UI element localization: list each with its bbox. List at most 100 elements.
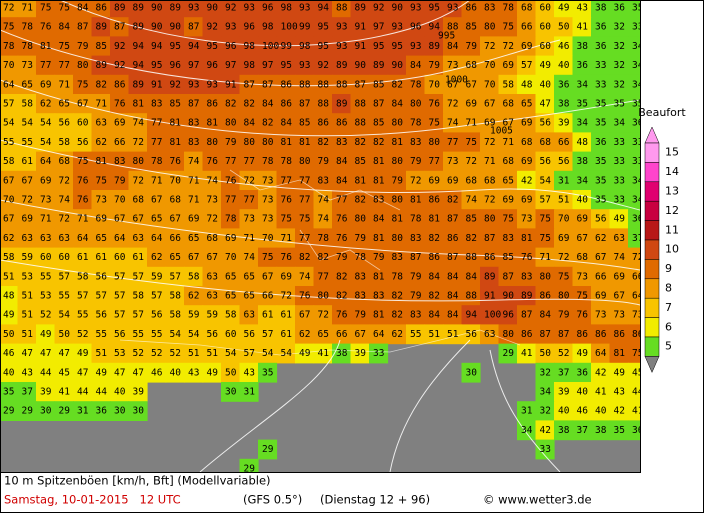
wind-cell — [221, 170, 241, 191]
wind-cell — [36, 0, 56, 18]
wind-value: 33 — [614, 195, 625, 206]
wind-cell — [147, 55, 167, 76]
wind-cell — [350, 190, 370, 210]
wind-value: 67 — [466, 79, 477, 90]
wind-value: 90 — [170, 22, 182, 33]
wind-value: 56 — [540, 156, 552, 167]
wind-cell — [17, 209, 37, 229]
wind-value: 86 — [281, 79, 293, 90]
wind-cell — [628, 74, 640, 95]
wind-value: 72 — [558, 252, 569, 263]
wind-cell — [239, 74, 259, 95]
wind-cell — [369, 305, 389, 325]
wind-value: 86 — [336, 118, 348, 129]
wind-cell — [295, 94, 315, 114]
wind-value: 92 — [114, 60, 125, 71]
wind-value: 75 — [40, 3, 51, 14]
wind-cell — [54, 343, 74, 364]
wind-cell — [498, 343, 518, 364]
wind-cell — [54, 113, 74, 133]
wind-value: 81 — [299, 137, 311, 148]
wind-value: 75 — [59, 41, 70, 52]
wind-value: 55 — [3, 137, 14, 148]
wind-cell — [591, 0, 611, 18]
wind-value: 98 — [299, 41, 311, 52]
wind-cell — [239, 0, 259, 18]
wind-value: 56 — [207, 329, 219, 340]
wind-cell — [128, 382, 148, 402]
wind-value: 87 — [503, 271, 514, 282]
wind-cell — [184, 132, 204, 153]
wind-cell — [350, 151, 370, 172]
wind-cell — [91, 401, 111, 421]
wind-value: 77 — [299, 195, 310, 206]
wind-value: 84 — [244, 118, 256, 129]
legend-label: 5 — [665, 340, 672, 353]
wind-cell — [54, 132, 74, 153]
isobars — [0, 0, 640, 472]
wind-cell — [184, 74, 204, 95]
wind-cell — [572, 132, 592, 153]
wind-cell — [424, 0, 444, 18]
wind-cell — [554, 420, 574, 441]
wind-value: 63 — [207, 271, 218, 282]
wind-cell — [424, 190, 444, 210]
wind-value: 71 — [151, 175, 163, 186]
wind-cell — [313, 190, 333, 210]
wind-value: 93 — [392, 22, 403, 33]
wind-cell — [535, 36, 555, 57]
wind-value: 93 — [336, 41, 347, 52]
wind-value: 49 — [40, 329, 52, 340]
wind-cell — [628, 420, 640, 441]
wind-cell — [387, 36, 407, 57]
wind-cell — [36, 170, 56, 191]
wind-cell — [17, 113, 37, 133]
wind-cell — [350, 228, 370, 249]
wind-value: 72 — [447, 99, 458, 110]
wind-cell — [424, 170, 444, 191]
wind-cell — [128, 170, 148, 191]
wind-cell — [17, 382, 37, 402]
wind-cell — [628, 0, 640, 18]
wind-value: 57 — [59, 271, 70, 282]
wind-cell — [91, 343, 111, 364]
isobar-label: 1000 — [445, 75, 468, 86]
wind-value: 57 — [540, 195, 551, 206]
wind-value: 75 — [503, 22, 514, 33]
wind-value: 59 — [151, 271, 163, 282]
wind-value: 82 — [429, 233, 440, 244]
wind-cell — [36, 209, 56, 229]
wind-value: 40 — [170, 367, 182, 378]
wind-value: 72 — [207, 214, 218, 225]
wind-value: 98 — [262, 22, 274, 33]
wind-cell — [73, 343, 93, 364]
wind-value: 73 — [577, 271, 588, 282]
wind-cell — [572, 113, 592, 133]
wind-cell — [369, 55, 389, 76]
wind-value: 69 — [614, 271, 626, 282]
wind-cell — [554, 74, 574, 95]
wind-cell — [591, 151, 611, 172]
wind-cell — [517, 0, 537, 18]
wind-cell — [572, 0, 592, 18]
wind-value: 51 — [558, 195, 570, 206]
wind-value: 86 — [484, 252, 496, 263]
wind-cell — [110, 343, 130, 364]
wind-value: 79 — [410, 156, 422, 167]
wind-cell — [332, 247, 352, 268]
wind-value: 94 — [133, 60, 145, 71]
wind-cell — [332, 94, 352, 114]
wind-cell — [295, 55, 315, 76]
wind-value: 35 — [595, 99, 606, 110]
footer: 10 m Spitzenböen [km/h, Bft] (Modellvari… — [4, 474, 592, 507]
wind-value: 77 — [244, 195, 255, 206]
wind-value: 74 — [318, 214, 330, 225]
wind-cell — [0, 190, 19, 210]
wind-cell — [591, 362, 611, 383]
wind-cell — [110, 382, 130, 402]
wind-cell — [202, 36, 222, 57]
wind-value: 39 — [558, 387, 570, 398]
wind-cell — [221, 0, 241, 18]
wind-cell — [628, 382, 640, 402]
wind-value: 72 — [484, 195, 495, 206]
